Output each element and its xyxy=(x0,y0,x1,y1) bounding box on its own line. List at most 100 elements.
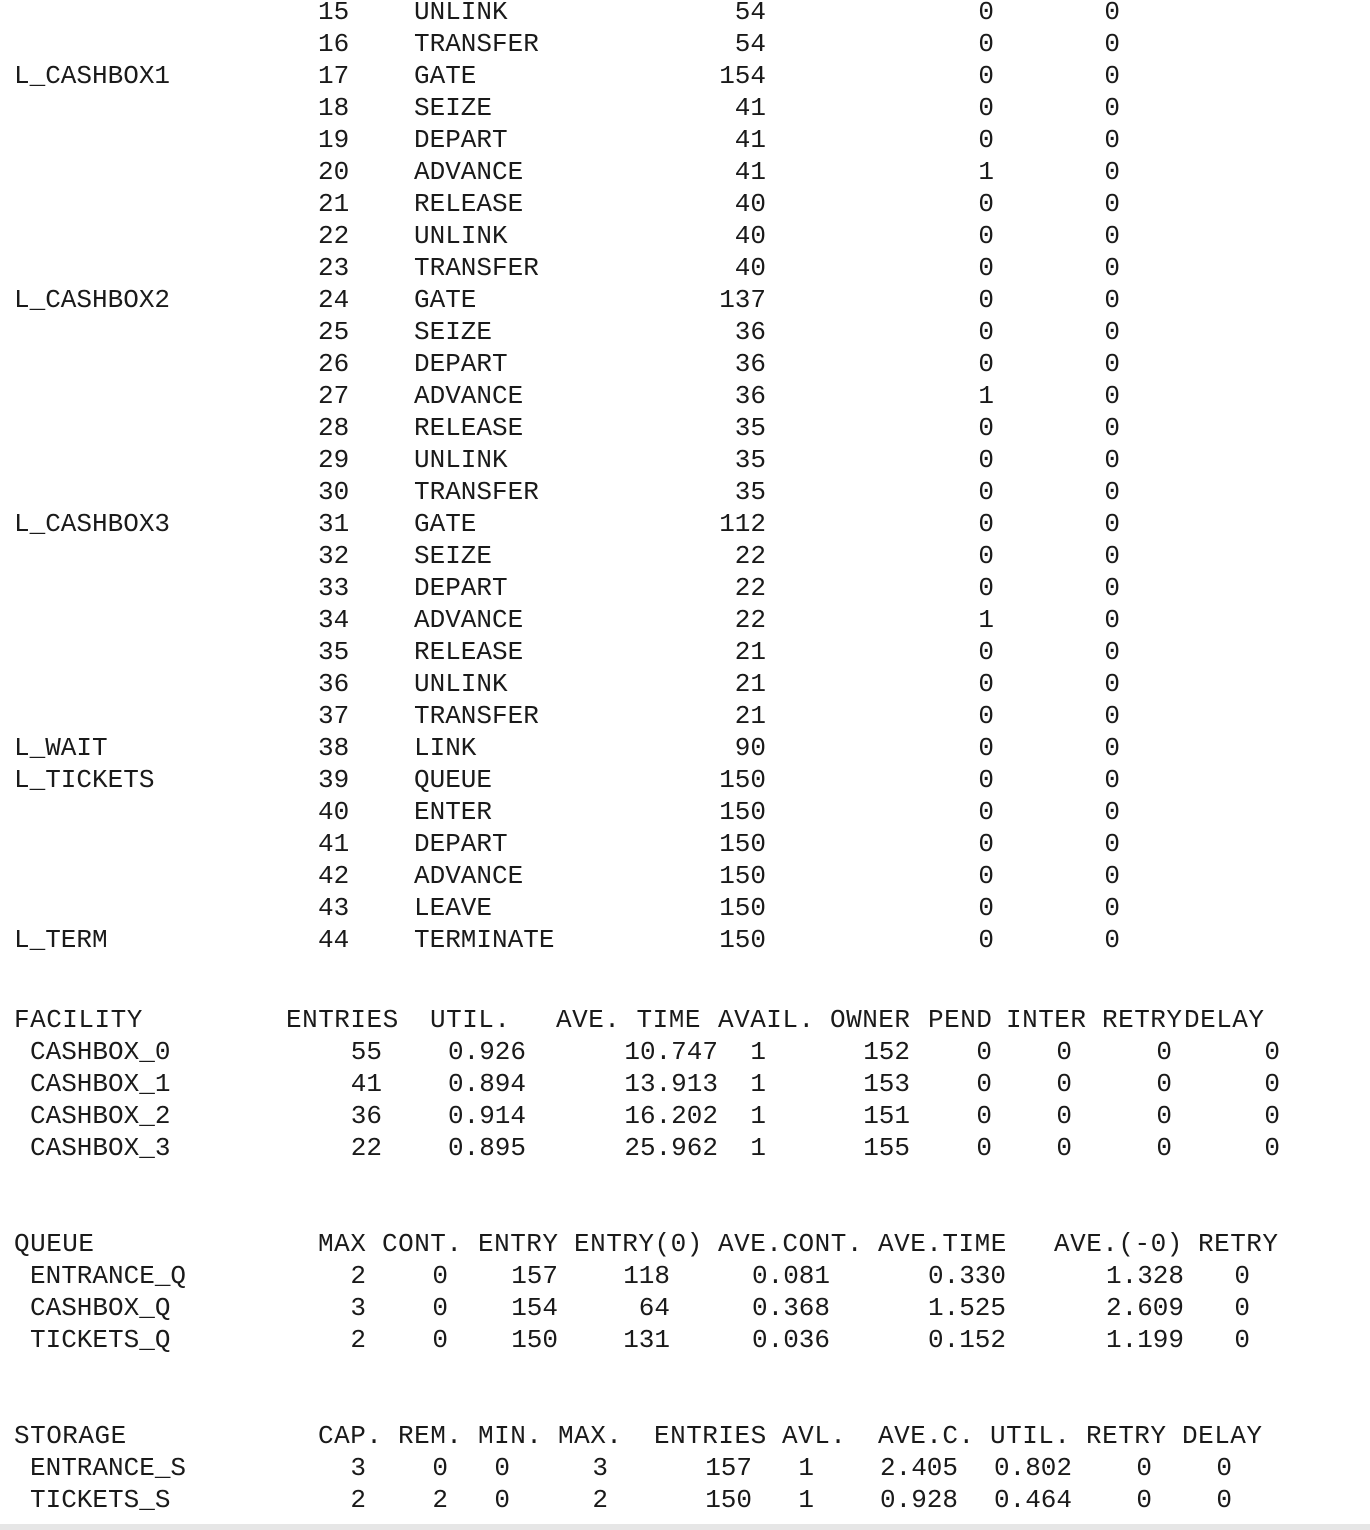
storage-name: ENTRANCE_S xyxy=(30,1453,187,1483)
block-type: TRANSFER xyxy=(414,701,539,731)
block-current-count: 0 xyxy=(978,893,994,923)
block-retry: 0 xyxy=(1104,573,1120,603)
block-current-count: 0 xyxy=(978,509,994,539)
facility-value: 0 xyxy=(1264,1069,1280,1099)
facility-value: 41 xyxy=(350,1069,382,1099)
storage-header: ENTRIES xyxy=(654,1421,767,1451)
block-row: 15 UNLINK 54 0 0 xyxy=(0,0,1370,28)
block-loc: 33 xyxy=(318,573,350,603)
block-current-count: 0 xyxy=(978,61,994,91)
facility-value: 0 xyxy=(1056,1069,1072,1099)
block-entry-count: 41 xyxy=(734,157,766,187)
block-entry-count: 150 xyxy=(719,829,766,859)
block-row: 36 UNLINK 21 0 0 xyxy=(0,668,1370,700)
facility-value: 0 xyxy=(1264,1101,1280,1131)
block-row: L_TICKETS 39 QUEUE 150 0 0 xyxy=(0,764,1370,796)
facility-value: 0.895 xyxy=(447,1133,526,1163)
block-current-count: 0 xyxy=(978,413,994,443)
block-current-count: 0 xyxy=(978,701,994,731)
block-retry: 0 xyxy=(1104,733,1120,763)
block-current-count: 0 xyxy=(978,573,994,603)
facility-header-row: FACILITY ENTRIES UTIL. AVE. TIME AVAIL. OWNER… xyxy=(0,1004,1370,1036)
queue-value: 0 xyxy=(432,1261,448,1291)
block-loc: 44 xyxy=(318,925,350,955)
block-entry-count: 35 xyxy=(734,445,766,475)
block-row: 21 RELEASE 40 0 0 xyxy=(0,188,1370,220)
queue-value: 1.328 xyxy=(1105,1261,1184,1291)
block-retry: 0 xyxy=(1104,445,1120,475)
block-row: 28 RELEASE 35 0 0 xyxy=(0,412,1370,444)
block-entry-count: 36 xyxy=(734,381,766,411)
block-current-count: 0 xyxy=(978,253,994,283)
facility-header: OWNER xyxy=(830,1005,911,1035)
block-current-count: 0 xyxy=(978,125,994,155)
facility-value: 153 xyxy=(863,1069,910,1099)
queue-value: 0.036 xyxy=(751,1325,830,1355)
block-retry: 0 xyxy=(1104,29,1120,59)
block-current-count: 0 xyxy=(978,861,994,891)
block-retry: 0 xyxy=(1104,637,1120,667)
storage-value: 2 xyxy=(592,1485,608,1515)
block-retry: 0 xyxy=(1104,605,1120,635)
block-loc: 17 xyxy=(318,61,350,91)
block-entry-count: 22 xyxy=(734,605,766,635)
facility-value: 0 xyxy=(976,1069,992,1099)
block-current-count: 0 xyxy=(978,285,994,315)
queue-name: TICKETS_Q xyxy=(30,1325,171,1355)
block-row: 35 RELEASE 21 0 0 xyxy=(0,636,1370,668)
block-retry: 0 xyxy=(1104,381,1120,411)
block-retry: 0 xyxy=(1104,253,1120,283)
block-current-count: 1 xyxy=(978,157,994,187)
block-label: L_CASHBOX1 xyxy=(14,61,171,91)
block-entry-count: 137 xyxy=(719,285,766,315)
block-loc: 43 xyxy=(318,893,350,923)
facility-value: 1 xyxy=(750,1069,766,1099)
block-row: 19 DEPART 41 0 0 xyxy=(0,124,1370,156)
queue-header: MAX xyxy=(318,1229,367,1259)
block-current-count: 0 xyxy=(978,349,994,379)
block-loc: 19 xyxy=(318,125,350,155)
block-type: GATE xyxy=(414,285,477,315)
block-entry-count: 22 xyxy=(734,573,766,603)
block-type: ADVANCE xyxy=(414,605,524,635)
facility-value: 0 xyxy=(976,1101,992,1131)
block-entry-count: 36 xyxy=(734,317,766,347)
block-current-count: 0 xyxy=(978,445,994,475)
block-row: L_TERM 44 TERMINATE 150 0 0 xyxy=(0,924,1370,956)
block-loc: 22 xyxy=(318,221,350,251)
queue-value: 2 xyxy=(350,1261,366,1291)
block-row: 26 DEPART 36 0 0 xyxy=(0,348,1370,380)
block-retry: 0 xyxy=(1104,349,1120,379)
block-row: 16 TRANSFER 54 0 0 xyxy=(0,28,1370,60)
block-row: L_CASHBOX3 31 GATE 112 0 0 xyxy=(0,508,1370,540)
storage-header: REM. xyxy=(398,1421,463,1451)
storage-value: 0 xyxy=(1136,1485,1152,1515)
block-entry-count: 35 xyxy=(734,477,766,507)
block-entry-count: 40 xyxy=(734,221,766,251)
block-type: LINK xyxy=(414,733,477,763)
block-entry-count: 54 xyxy=(734,0,766,27)
block-label: L_CASHBOX3 xyxy=(14,509,171,539)
block-type: GATE xyxy=(414,509,477,539)
block-loc: 42 xyxy=(318,861,350,891)
block-loc: 24 xyxy=(318,285,350,315)
block-loc: 34 xyxy=(318,605,350,635)
facility-value: 152 xyxy=(863,1037,910,1067)
block-retry: 0 xyxy=(1104,861,1120,891)
block-loc: 41 xyxy=(318,829,350,859)
facility-header: AVAIL. xyxy=(718,1005,815,1035)
block-type: DEPART xyxy=(414,829,508,859)
queue-value: 0.152 xyxy=(927,1325,1006,1355)
storage-value: 0.464 xyxy=(993,1485,1072,1515)
block-type: RELEASE xyxy=(414,189,524,219)
queue-value: 0 xyxy=(1234,1293,1250,1323)
queue-name: ENTRANCE_Q xyxy=(30,1261,187,1291)
storage-value: 0 xyxy=(1216,1453,1232,1483)
queue-header: ENTRY xyxy=(478,1229,559,1259)
storage-value: 1 xyxy=(798,1453,814,1483)
block-type: DEPART xyxy=(414,349,508,379)
queue-value: 3 xyxy=(350,1293,366,1323)
storage-header: STORAGE xyxy=(14,1421,127,1451)
block-entry-count: 40 xyxy=(734,253,766,283)
